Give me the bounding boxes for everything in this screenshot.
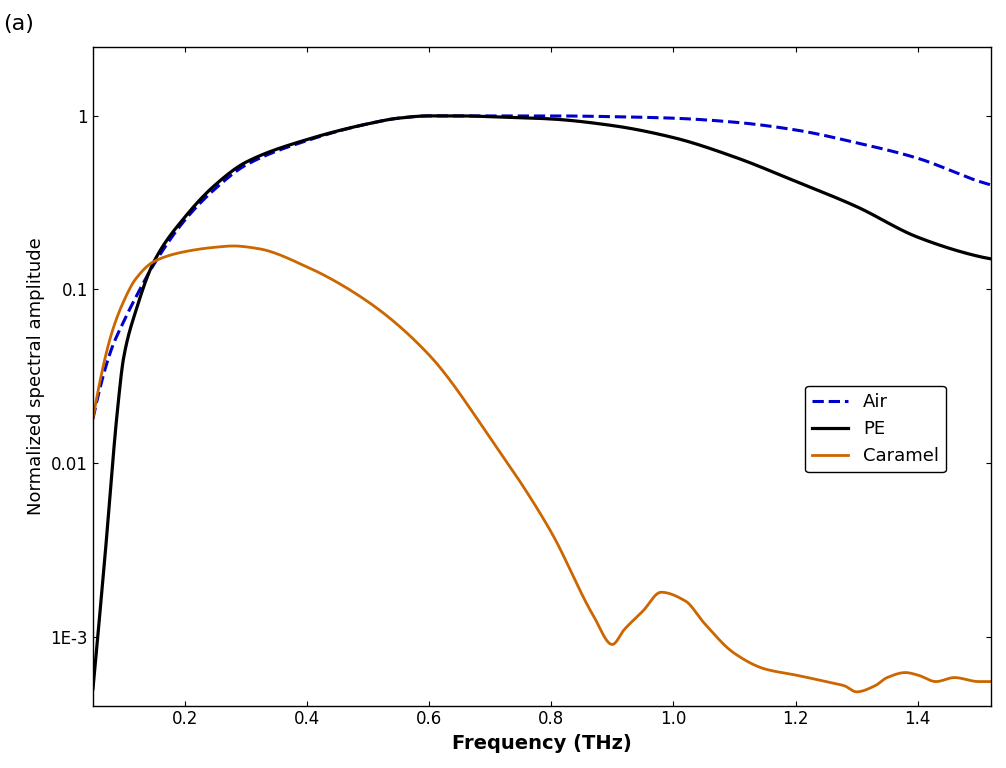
- PE: [87, 684, 99, 694]
- Air: [795, 126, 807, 135]
- Caramel: [985, 677, 997, 686]
- Air: [133, 287, 145, 296]
- Caramel: [795, 671, 807, 680]
- Caramel: [87, 414, 99, 423]
- Air: [500, 111, 512, 121]
- Caramel: [524, 492, 536, 502]
- Air: [960, 172, 972, 181]
- Legend: Air, PE, Caramel: Air, PE, Caramel: [805, 386, 946, 472]
- Line: Caramel: Caramel: [93, 246, 991, 692]
- Caramel: [851, 687, 863, 697]
- PE: [500, 113, 512, 122]
- PE: [795, 179, 807, 188]
- PE: [960, 248, 972, 257]
- PE: [133, 296, 145, 306]
- Caramel: [500, 456, 512, 465]
- PE: [423, 111, 435, 121]
- Air: [524, 111, 536, 121]
- PE: [524, 114, 536, 123]
- Caramel: [227, 241, 239, 250]
- Air: [423, 111, 435, 121]
- Line: PE: PE: [93, 116, 991, 689]
- Caramel: [133, 270, 145, 280]
- Caramel: [960, 675, 972, 684]
- X-axis label: Frequency (THz): Frequency (THz): [452, 734, 632, 753]
- Caramel: [960, 674, 972, 684]
- PE: [985, 254, 997, 263]
- Line: Air: Air: [93, 116, 991, 419]
- Air: [985, 180, 997, 190]
- Text: (a): (a): [3, 14, 34, 34]
- Air: [959, 172, 971, 181]
- Air: [87, 414, 99, 423]
- Y-axis label: Normalized spectral amplitude: Normalized spectral amplitude: [27, 237, 45, 515]
- PE: [959, 248, 971, 257]
